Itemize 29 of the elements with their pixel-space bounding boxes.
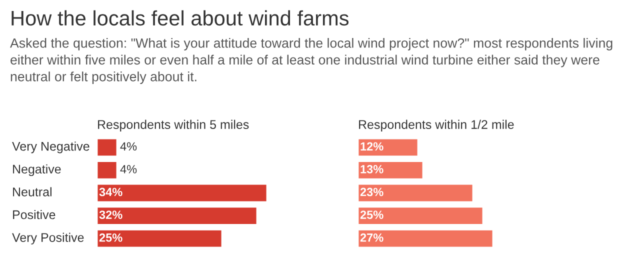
data-label: 27% xyxy=(360,233,384,242)
text: How the locals feel about wind farms xyxy=(12,10,349,26)
bar xyxy=(97,229,223,248)
chart-title: Respondents within 5 miles xyxy=(98,120,249,132)
chart-title: Respondents within 1/2 mile xyxy=(359,120,514,132)
bar xyxy=(97,206,258,226)
bar xyxy=(97,183,268,203)
y-tick-label: Very Negative xyxy=(12,142,90,154)
data-label: 25% xyxy=(99,233,122,242)
data-label: 23% xyxy=(360,188,384,196)
y-tick-label: Neutral xyxy=(13,187,52,196)
data-label: 4% xyxy=(120,142,137,151)
bar xyxy=(358,160,424,180)
text: Asked the question: "What is your attitude toward the local wind project now?" most respondents living either within five miles or even half a mile of at least one industrial wind turbine either said they were neutral or felt positively about it. xyxy=(10,38,612,84)
bar xyxy=(358,138,419,157)
bar xyxy=(97,160,118,180)
data-label: 25% xyxy=(360,210,384,219)
bar xyxy=(358,206,484,226)
bar xyxy=(358,229,494,248)
bar xyxy=(358,183,474,203)
y-tick-label: Positive xyxy=(13,210,56,220)
y-tick-label: Negative xyxy=(13,164,61,176)
bar xyxy=(97,138,118,157)
data-label: 13% xyxy=(360,165,384,174)
y-tick-label: Very Positive xyxy=(12,232,84,244)
data-label: 4% xyxy=(120,165,137,174)
data-label: 12% xyxy=(360,142,384,151)
data-label: 34% xyxy=(99,188,122,196)
data-label: 32% xyxy=(99,210,122,219)
